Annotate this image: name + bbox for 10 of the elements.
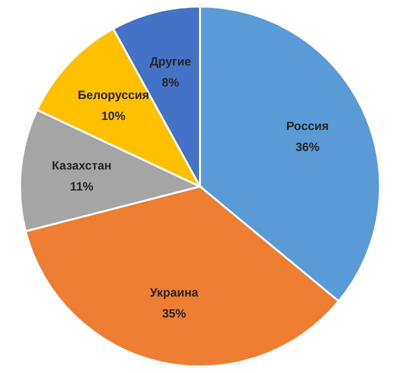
slice-label: Другие (150, 54, 192, 68)
data-label: 8% (162, 75, 180, 90)
slice-label: Белоруссия (78, 88, 150, 102)
data-label: 10% (101, 109, 126, 124)
data-label: 36% (295, 140, 320, 154)
data-label: 11% (70, 179, 94, 194)
slice-label: Украина (150, 285, 199, 300)
slice-label: Россия (286, 118, 329, 133)
slice-label: Казахстан (52, 158, 112, 172)
data-label: 35% (162, 306, 186, 320)
